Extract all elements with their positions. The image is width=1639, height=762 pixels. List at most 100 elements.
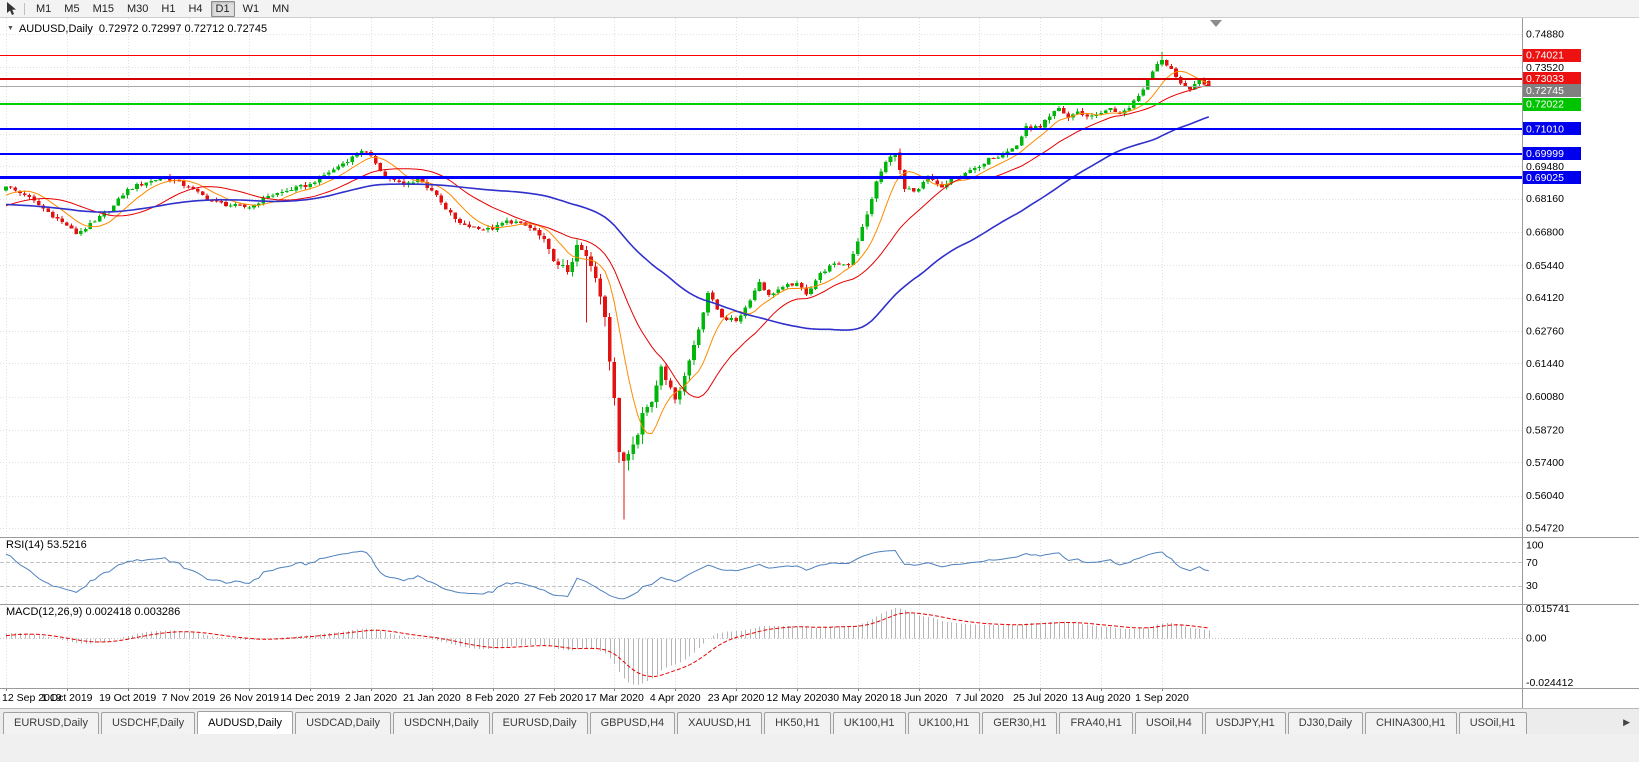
chart-tab-4-usdcnh-daily[interactable]: USDCNH,Daily <box>393 712 490 734</box>
chart-tab-15-dj30-daily[interactable]: DJ30,Daily <box>1287 712 1363 734</box>
chart-tab-bar: EURUSD,Daily USDCHF,Daily AUDUSD,Daily USDC… <box>0 708 1639 734</box>
chart-ohlc-values: 0.72972 0.72997 0.72712 0.72745 <box>98 23 268 35</box>
tab-scroll-right-button[interactable]: ▶ <box>1623 717 1630 727</box>
ma-fast <box>5 70 1210 435</box>
svg-text:4 Apr 2020: 4 Apr 2020 <box>650 692 701 704</box>
chart-tab-0-eurusd-daily[interactable]: EURUSD,Daily <box>3 712 99 734</box>
chart-tab-14-usdjpy-h1[interactable]: USDJPY,H1 <box>1204 712 1286 734</box>
chart-shift-marker[interactable] <box>1210 20 1222 27</box>
rsi-panel: 100 70 30 <box>0 539 1544 600</box>
price-axis[interactable]: 0.74880 0.73520 0.69480 0.68160 0.66800 0.654… <box>1523 29 1581 535</box>
svg-text:70: 70 <box>1526 557 1538 569</box>
chart-tab-13-usoil-h4[interactable]: USOil,H4 <box>1134 712 1203 734</box>
svg-text:0.72022: 0.72022 <box>1526 99 1564 111</box>
svg-text:7 Nov 2019: 7 Nov 2019 <box>162 692 216 704</box>
svg-text:0.015741: 0.015741 <box>1526 603 1570 615</box>
moving-average-lines <box>5 70 1210 435</box>
svg-text:12 Sep 2019: 12 Sep 2019 <box>2 692 62 704</box>
timeframe-button-h1[interactable]: H1 <box>161 2 176 15</box>
svg-text:0.60080: 0.60080 <box>1526 391 1564 403</box>
svg-text:0.73033: 0.73033 <box>1526 73 1564 85</box>
svg-text:0.73520: 0.73520 <box>1526 62 1564 74</box>
svg-text:0.69999: 0.69999 <box>1526 148 1564 160</box>
chart-tab-12-fra40-h1[interactable]: FRA40,H1 <box>1059 712 1133 734</box>
timeframe-button-m5[interactable]: M5 <box>64 2 80 15</box>
chart-tab-11-ger30-h1[interactable]: GER30,H1 <box>982 712 1058 734</box>
svg-text:0.64120: 0.64120 <box>1526 292 1564 304</box>
svg-text:0.71010: 0.71010 <box>1526 123 1564 135</box>
chart-title: ▼ AUDUSD,Daily 0.72972 0.72997 0.72712 0.7… <box>7 23 267 35</box>
svg-text:0.69480: 0.69480 <box>1526 161 1564 173</box>
svg-text:0.61440: 0.61440 <box>1526 358 1564 370</box>
svg-text:8 Feb 2020: 8 Feb 2020 <box>466 692 519 704</box>
macd-panel: 0.015741 0.00 -0.024412 <box>0 603 1573 689</box>
chart-symbol-label: AUDUSD,Daily <box>18 23 93 35</box>
timeframe-button-w1[interactable]: W1 <box>242 2 260 15</box>
macd-indicator-label: MACD(12,26,9) 0.002418 0.003286 <box>6 606 181 618</box>
toolbar-separator <box>24 2 25 15</box>
svg-text:0.62760: 0.62760 <box>1526 325 1564 337</box>
chart-tabs: EURUSD,Daily USDCHF,Daily AUDUSD,Daily USDC… <box>3 711 1529 734</box>
svg-text:0.69025: 0.69025 <box>1526 172 1564 184</box>
rsi-line <box>5 549 1209 600</box>
svg-text:100: 100 <box>1526 539 1544 551</box>
timeframe-button-m1[interactable]: M1 <box>36 2 52 15</box>
svg-text:0.72745: 0.72745 <box>1526 85 1564 97</box>
svg-text:14 Dec 2019: 14 Dec 2019 <box>280 692 340 704</box>
svg-text:1 Oct 2019: 1 Oct 2019 <box>41 692 93 704</box>
svg-text:0.56040: 0.56040 <box>1526 490 1564 502</box>
chart-tab-9-uk100-h1[interactable]: UK100,H1 <box>832 712 906 734</box>
timeframe-button-h4[interactable]: H4 <box>188 2 203 15</box>
timeframe-toolbar: M1 M5 M15 M30 H1 H4 D1 W1 MN <box>0 0 1639 18</box>
svg-text:25 Jul 2020: 25 Jul 2020 <box>1013 692 1067 704</box>
svg-text:21 Jan 2020: 21 Jan 2020 <box>403 692 461 704</box>
macd-signal-line <box>5 612 1209 678</box>
svg-text:19 Oct 2019: 19 Oct 2019 <box>99 692 156 704</box>
svg-text:18 Jun 2020: 18 Jun 2020 <box>890 692 948 704</box>
chart-tab-1-usdchf-daily[interactable]: USDCHF,Daily <box>100 712 196 734</box>
chart-tab-5-eurusd-daily[interactable]: EURUSD,Daily <box>491 712 588 734</box>
svg-text:0.65440: 0.65440 <box>1526 260 1564 272</box>
svg-text:23 Apr 2020: 23 Apr 2020 <box>708 692 765 704</box>
horizontal-level-lines[interactable] <box>0 55 1522 179</box>
svg-text:0.54720: 0.54720 <box>1526 523 1564 535</box>
timeframe-button-mn[interactable]: MN <box>272 2 290 15</box>
timeframe-button-d1[interactable]: D1 <box>210 0 235 17</box>
chart-tab-16-china300-h1[interactable]: CHINA300,H1 <box>1364 712 1457 734</box>
collapse-panel-icon[interactable]: ▼ <box>7 25 14 32</box>
svg-text:0.66800: 0.66800 <box>1526 226 1564 238</box>
rsi-indicator-label: RSI(14) 53.5216 <box>6 539 87 551</box>
svg-text:7 Jul 2020: 7 Jul 2020 <box>955 692 1004 704</box>
svg-text:0.00: 0.00 <box>1526 632 1547 644</box>
svg-text:0.68160: 0.68160 <box>1526 193 1564 205</box>
svg-text:0.58720: 0.58720 <box>1526 424 1564 436</box>
svg-text:30 May 2020: 30 May 2020 <box>827 692 888 704</box>
chart-tab-2-audusd-daily[interactable]: AUDUSD,Daily <box>197 711 294 734</box>
svg-text:27 Feb 2020: 27 Feb 2020 <box>524 692 583 704</box>
svg-text:26 Nov 2019: 26 Nov 2019 <box>220 692 280 704</box>
ma-slow <box>5 116 1210 331</box>
macd-histogram <box>6 608 1210 685</box>
timeframe-buttons: M1 M5 M15 M30 H1 H4 D1 W1 MN <box>31 0 297 17</box>
panel-separators <box>0 18 1639 708</box>
chart-tab-17-usoil-h1[interactable]: USOil,H1 <box>1458 712 1527 734</box>
candles <box>4 52 1211 520</box>
chart-tab-8-hk50-h1[interactable]: HK50,H1 <box>764 712 831 734</box>
cursor-tool-icon[interactable] <box>6 1 18 16</box>
svg-text:17 Mar 2020: 17 Mar 2020 <box>585 692 644 704</box>
chart-tab-3-usdcad-daily[interactable]: USDCAD,Daily <box>295 712 392 734</box>
candlestick-chart[interactable]: 0.74880 0.73520 0.69480 0.68160 0.66800 0.654… <box>0 18 1639 708</box>
timeframe-button-m30[interactable]: M30 <box>126 2 149 15</box>
svg-text:2 Jan 2020: 2 Jan 2020 <box>345 692 397 704</box>
svg-text:30: 30 <box>1526 580 1538 592</box>
chart-tab-7-xauusd-h1[interactable]: XAUUSD,H1 <box>677 712 763 734</box>
timeframe-button-m15[interactable]: M15 <box>92 2 114 15</box>
svg-text:-0.024412: -0.024412 <box>1526 677 1573 689</box>
chart-tab-6-gbpusd-h4[interactable]: GBPUSD,H4 <box>589 712 676 734</box>
svg-text:0.57400: 0.57400 <box>1526 457 1564 469</box>
svg-text:0.74880: 0.74880 <box>1526 29 1564 41</box>
svg-text:13 Aug 2020: 13 Aug 2020 <box>1072 692 1131 704</box>
chart-tab-10-uk100-h1[interactable]: UK100,H1 <box>907 712 981 734</box>
